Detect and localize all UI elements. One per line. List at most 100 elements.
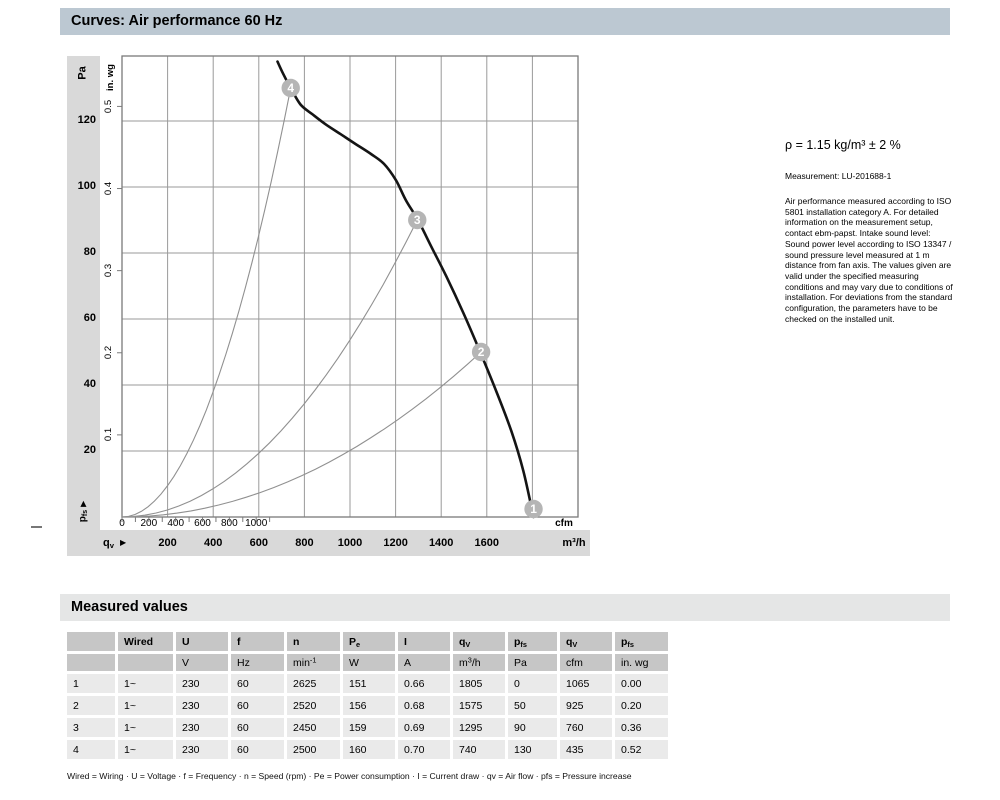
marker-point-2 xyxy=(471,342,491,362)
cfm-tick-label: 600 xyxy=(194,518,211,529)
value-cell: 435 xyxy=(560,740,612,759)
col-header-voltage: U xyxy=(176,632,228,651)
value-cell: 60 xyxy=(231,696,284,715)
value-cell: 60 xyxy=(231,674,284,693)
value-cell: 1~ xyxy=(118,740,173,759)
x-axis-quantity-qv: qv ▶ xyxy=(103,537,127,551)
table-body: 1 1~ 230 60 2625 151 0.66 1805 0 1065 0.00 2 1~ 230 60… xyxy=(67,674,668,759)
col-header-index xyxy=(67,632,115,651)
table-row: 1 1~ 230 60 2625 151 0.66 1805 0 1065 0.00 xyxy=(67,674,668,693)
value-cell: 0.69 xyxy=(398,718,450,737)
value-cell: 2625 xyxy=(287,674,340,693)
value-cell: 760 xyxy=(560,718,612,737)
measurement-reference: Measurement: LU-201688-1 xyxy=(785,171,892,181)
value-cell: 0.70 xyxy=(398,740,450,759)
m3h-tick-label: 800 xyxy=(295,537,314,549)
value-cell: 230 xyxy=(176,718,228,737)
value-cell: 230 xyxy=(176,674,228,693)
m3h-tick-label: 1000 xyxy=(337,537,363,549)
pa-tick-label: 100 xyxy=(77,180,96,192)
col-header-wired: Wired xyxy=(118,632,173,651)
measured-values-table: Wired U f n Pe I qV pfs qV pfs V Hz min-… xyxy=(64,629,671,762)
value-cell: 1295 xyxy=(453,718,505,737)
value-cell: 0.52 xyxy=(615,740,668,759)
value-cell: 90 xyxy=(508,718,557,737)
y-axis-strip xyxy=(67,56,100,556)
pa-tick-label: 20 xyxy=(83,444,96,456)
marker-point-4 xyxy=(281,78,300,98)
m3h-tick-label: 600 xyxy=(249,537,268,549)
value-cell: 160 xyxy=(343,740,395,759)
system-curve-4 xyxy=(121,87,292,518)
y-axis-unit-pa: Pa xyxy=(77,66,89,80)
marker-label-1: 1 xyxy=(530,502,537,516)
value-cell: 2450 xyxy=(287,718,340,737)
unit-cell: A xyxy=(398,654,450,671)
up-arrow-icon: ▶ xyxy=(78,500,88,507)
air-density-note: ρ = 1.15 kg/m³ ± 2 % xyxy=(785,138,901,152)
page-fold-mark xyxy=(31,526,42,528)
value-cell: 230 xyxy=(176,696,228,715)
marker-point-3 xyxy=(408,210,427,230)
col-header-airflow-cfm: qV xyxy=(560,632,612,651)
value-cell: 151 xyxy=(343,674,395,693)
cfm-tick-label: 0 xyxy=(119,518,125,529)
value-cell: 1575 xyxy=(453,696,505,715)
unit-cell: V xyxy=(176,654,228,671)
value-cell: 60 xyxy=(231,718,284,737)
unit-cell: min-1 xyxy=(287,654,340,671)
unit-cell: W xyxy=(343,654,395,671)
value-cell: 130 xyxy=(508,740,557,759)
x-axis-unit-cfm: cfm xyxy=(555,518,573,529)
inwg-tick-value: 0.1 xyxy=(103,428,115,442)
table-row: 2 1~ 230 60 2520 156 0.68 1575 50 925 0.20 xyxy=(67,696,668,715)
fan-curve xyxy=(276,60,535,519)
plot-frame xyxy=(121,55,579,518)
cfm-tick-label: 1000 xyxy=(245,518,268,529)
value-cell: 0.36 xyxy=(615,718,668,737)
row-index-cell: 2 xyxy=(67,696,115,715)
col-header-frequency: f xyxy=(231,632,284,651)
value-cell: 1805 xyxy=(453,674,505,693)
pa-tick-label: 60 xyxy=(83,312,96,324)
table-row: 3 1~ 230 60 2450 159 0.69 1295 90 760 0.36 xyxy=(67,718,668,737)
unit-cell: Pa xyxy=(508,654,557,671)
marker-label-4: 4 xyxy=(287,81,294,95)
cfm-tick-label: 200 xyxy=(140,518,158,529)
value-cell: 0.66 xyxy=(398,674,450,693)
performance-chart-svg: 1 2 3 4 xyxy=(117,55,579,522)
pa-tick-label: 40 xyxy=(83,378,96,390)
inwg-tick-value: 0.4 xyxy=(103,181,115,196)
col-header-speed: n xyxy=(287,632,340,651)
m3h-tick-label: 400 xyxy=(204,537,223,549)
table-header: Wired U f n Pe I qV pfs qV pfs V Hz min-… xyxy=(67,632,668,671)
cfm-tick-label: 400 xyxy=(167,518,185,529)
col-header-pressure-pa: pfs xyxy=(508,632,557,651)
m3h-tick-label: 200 xyxy=(158,537,177,549)
unit-cell: in. wg xyxy=(615,654,668,671)
table-header-row: Wired U f n Pe I qV pfs qV pfs xyxy=(67,632,668,651)
col-header-power: Pe xyxy=(343,632,395,651)
measured-values-section-title: Measured values xyxy=(60,594,950,621)
inwg-tick-value: 0.3 xyxy=(103,264,115,278)
marker-label-2: 2 xyxy=(478,345,485,359)
m3h-tick-label: 1400 xyxy=(428,537,454,549)
row-index-cell: 1 xyxy=(67,674,115,693)
inwg-tick-value: 0.2 xyxy=(103,346,115,360)
pa-tick-label: 120 xyxy=(77,114,96,126)
value-cell: 156 xyxy=(343,696,395,715)
right-arrow-icon: ▶ xyxy=(120,538,127,547)
value-cell: 60 xyxy=(231,740,284,759)
value-cell: 740 xyxy=(453,740,505,759)
unit-cell xyxy=(118,654,173,671)
marker-point-1 xyxy=(524,499,543,519)
value-cell: 0 xyxy=(508,674,557,693)
table-row: 4 1~ 230 60 2500 160 0.70 740 130 435 0.52 xyxy=(67,740,668,759)
inwg-tick-value: 0.5 xyxy=(103,99,115,114)
unit-cell: cfm xyxy=(560,654,612,671)
x-axis-strip xyxy=(67,530,590,556)
unit-cell: Hz xyxy=(231,654,284,671)
y-axis-quantity-pfs: pfs ▶ xyxy=(77,500,90,522)
value-cell: 925 xyxy=(560,696,612,715)
